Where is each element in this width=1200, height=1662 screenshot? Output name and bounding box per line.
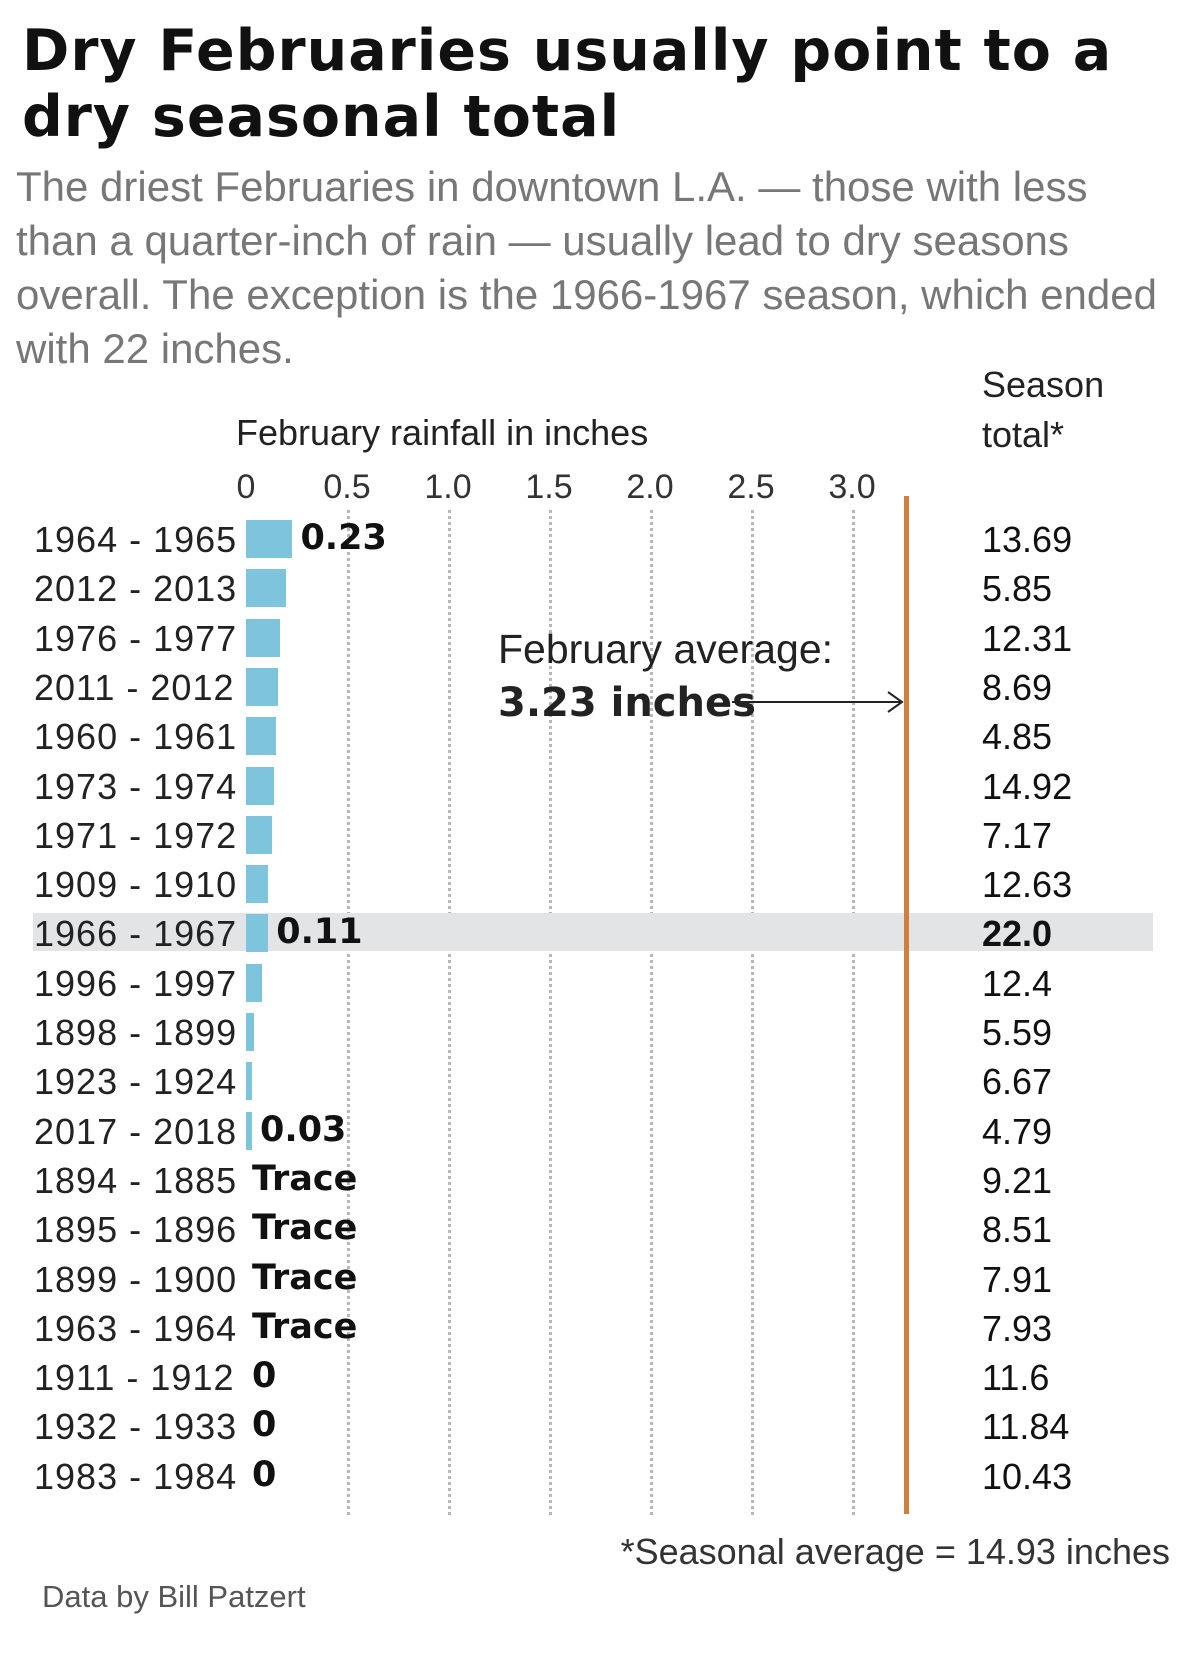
- bar: [246, 569, 287, 608]
- bar: [246, 618, 281, 657]
- season-total-value: 5.85: [982, 568, 1053, 610]
- bar: [246, 1013, 255, 1051]
- chart-title: Dry Februaries usually point to a dry se…: [22, 18, 1113, 150]
- footnote: *Seasonal average = 14.93 inches: [620, 1531, 1170, 1572]
- season-total-value: 4.79: [982, 1110, 1053, 1152]
- bar-value-label: 0.11: [276, 912, 363, 953]
- season-total-value: 5.59: [982, 1012, 1053, 1053]
- season-label: 1932 - 1933: [34, 1406, 238, 1448]
- x-tick-label: 0: [236, 468, 256, 506]
- season-label: 1923 - 1924: [34, 1061, 238, 1103]
- bar: [246, 1111, 253, 1150]
- chart-subtitle: The driest Februaries in downtown L.A. —…: [16, 163, 1157, 372]
- season-label: 2017 - 2018: [34, 1110, 238, 1152]
- bar: [246, 667, 279, 706]
- season-label: 1894 - 1885: [34, 1159, 238, 1201]
- gridline: [751, 510, 754, 1515]
- season-total-value: 12.4: [982, 962, 1053, 1004]
- bar-value-label: 0: [252, 1356, 277, 1397]
- bar: [246, 815, 273, 854]
- season-total-value: 7.17: [982, 814, 1053, 856]
- x-tick-label: 1.5: [525, 468, 573, 506]
- season-total-value: 8.51: [982, 1209, 1053, 1251]
- bar: [246, 520, 293, 558]
- season-total-value: 11.6: [982, 1357, 1050, 1399]
- gridline: [549, 510, 552, 1515]
- season-label: 1964 - 1965: [34, 519, 238, 560]
- season-label: 1898 - 1899: [34, 1012, 238, 1053]
- season-total-value: 11.84: [982, 1406, 1070, 1448]
- season-total-value: 12.63: [982, 864, 1073, 906]
- season-label: 1976 - 1977: [34, 617, 238, 659]
- average-annotation: February average: 3.23 inches: [498, 622, 833, 730]
- season-total-value: 7.93: [982, 1307, 1053, 1349]
- season-total-value: 14.92: [982, 765, 1073, 807]
- bar-value-label: 0: [252, 1405, 277, 1446]
- x-tick-label: 2.0: [626, 468, 674, 506]
- season-label: 1966 - 1967: [34, 913, 238, 955]
- bar: [246, 914, 269, 953]
- season-total-value: 10.43: [982, 1455, 1073, 1497]
- season-total-value: 7.91: [982, 1258, 1053, 1300]
- source-credit: Data by Bill Patzert: [42, 1579, 306, 1614]
- x-tick-label: 2.5: [727, 468, 775, 506]
- season-total-value: 9.21: [982, 1159, 1053, 1201]
- season-label: 2011 - 2012: [34, 666, 235, 708]
- season-label: 1895 - 1896: [34, 1209, 238, 1251]
- average-annotation-value: 3.23 inches: [498, 680, 756, 726]
- season-total-header: Season total*: [982, 364, 1105, 455]
- season-total-value: 12.31: [982, 617, 1073, 659]
- season-label: 2012 - 2013: [34, 568, 238, 610]
- bar: [246, 766, 275, 805]
- bar-value-label: Trace: [252, 1257, 358, 1298]
- season-label: 1960 - 1961: [34, 716, 238, 758]
- bar: [246, 963, 263, 1002]
- season-label: 1911 - 1912: [34, 1357, 235, 1399]
- highlight-row: [33, 913, 1153, 952]
- season-label: 1899 - 1900: [34, 1258, 238, 1300]
- bar-value-label: 0.03: [260, 1109, 347, 1150]
- x-tick-label: 3.0: [828, 468, 876, 506]
- season-total-value: 22.0: [982, 913, 1053, 955]
- x-axis-label: February rainfall in inches: [236, 412, 649, 453]
- season-label: 1909 - 1910: [34, 864, 238, 906]
- season-total-value: 8.69: [982, 666, 1053, 708]
- bar: [246, 717, 277, 756]
- annotation-arrow-icon: [732, 691, 904, 713]
- season-total-value: 13.69: [982, 519, 1073, 560]
- season-label: 1963 - 1964: [34, 1307, 238, 1349]
- bar-value-label: 0.23: [300, 518, 387, 558]
- x-tick-label: 1.0: [424, 468, 472, 506]
- bar-value-label: 0: [252, 1454, 277, 1495]
- season-total-value: 6.67: [982, 1061, 1053, 1103]
- gridline: [448, 510, 451, 1515]
- season-label: 1983 - 1984: [34, 1455, 238, 1497]
- bar-value-label: Trace: [252, 1158, 358, 1199]
- gridline: [650, 510, 653, 1515]
- gridline: [347, 510, 350, 1515]
- season-total-value: 4.85: [982, 716, 1053, 758]
- bar: [246, 1062, 253, 1101]
- gridline: [852, 510, 855, 1515]
- february-average-line: [904, 496, 909, 1514]
- season-label: 1973 - 1974: [34, 765, 238, 807]
- season-label: 1971 - 1972: [34, 814, 238, 856]
- x-tick-label: 0.5: [323, 468, 371, 506]
- bar-value-label: Trace: [252, 1306, 358, 1347]
- bar-value-label: Trace: [252, 1208, 358, 1249]
- average-annotation-label: February average:: [498, 626, 834, 672]
- season-label: 1996 - 1997: [34, 962, 238, 1004]
- bar: [246, 865, 269, 904]
